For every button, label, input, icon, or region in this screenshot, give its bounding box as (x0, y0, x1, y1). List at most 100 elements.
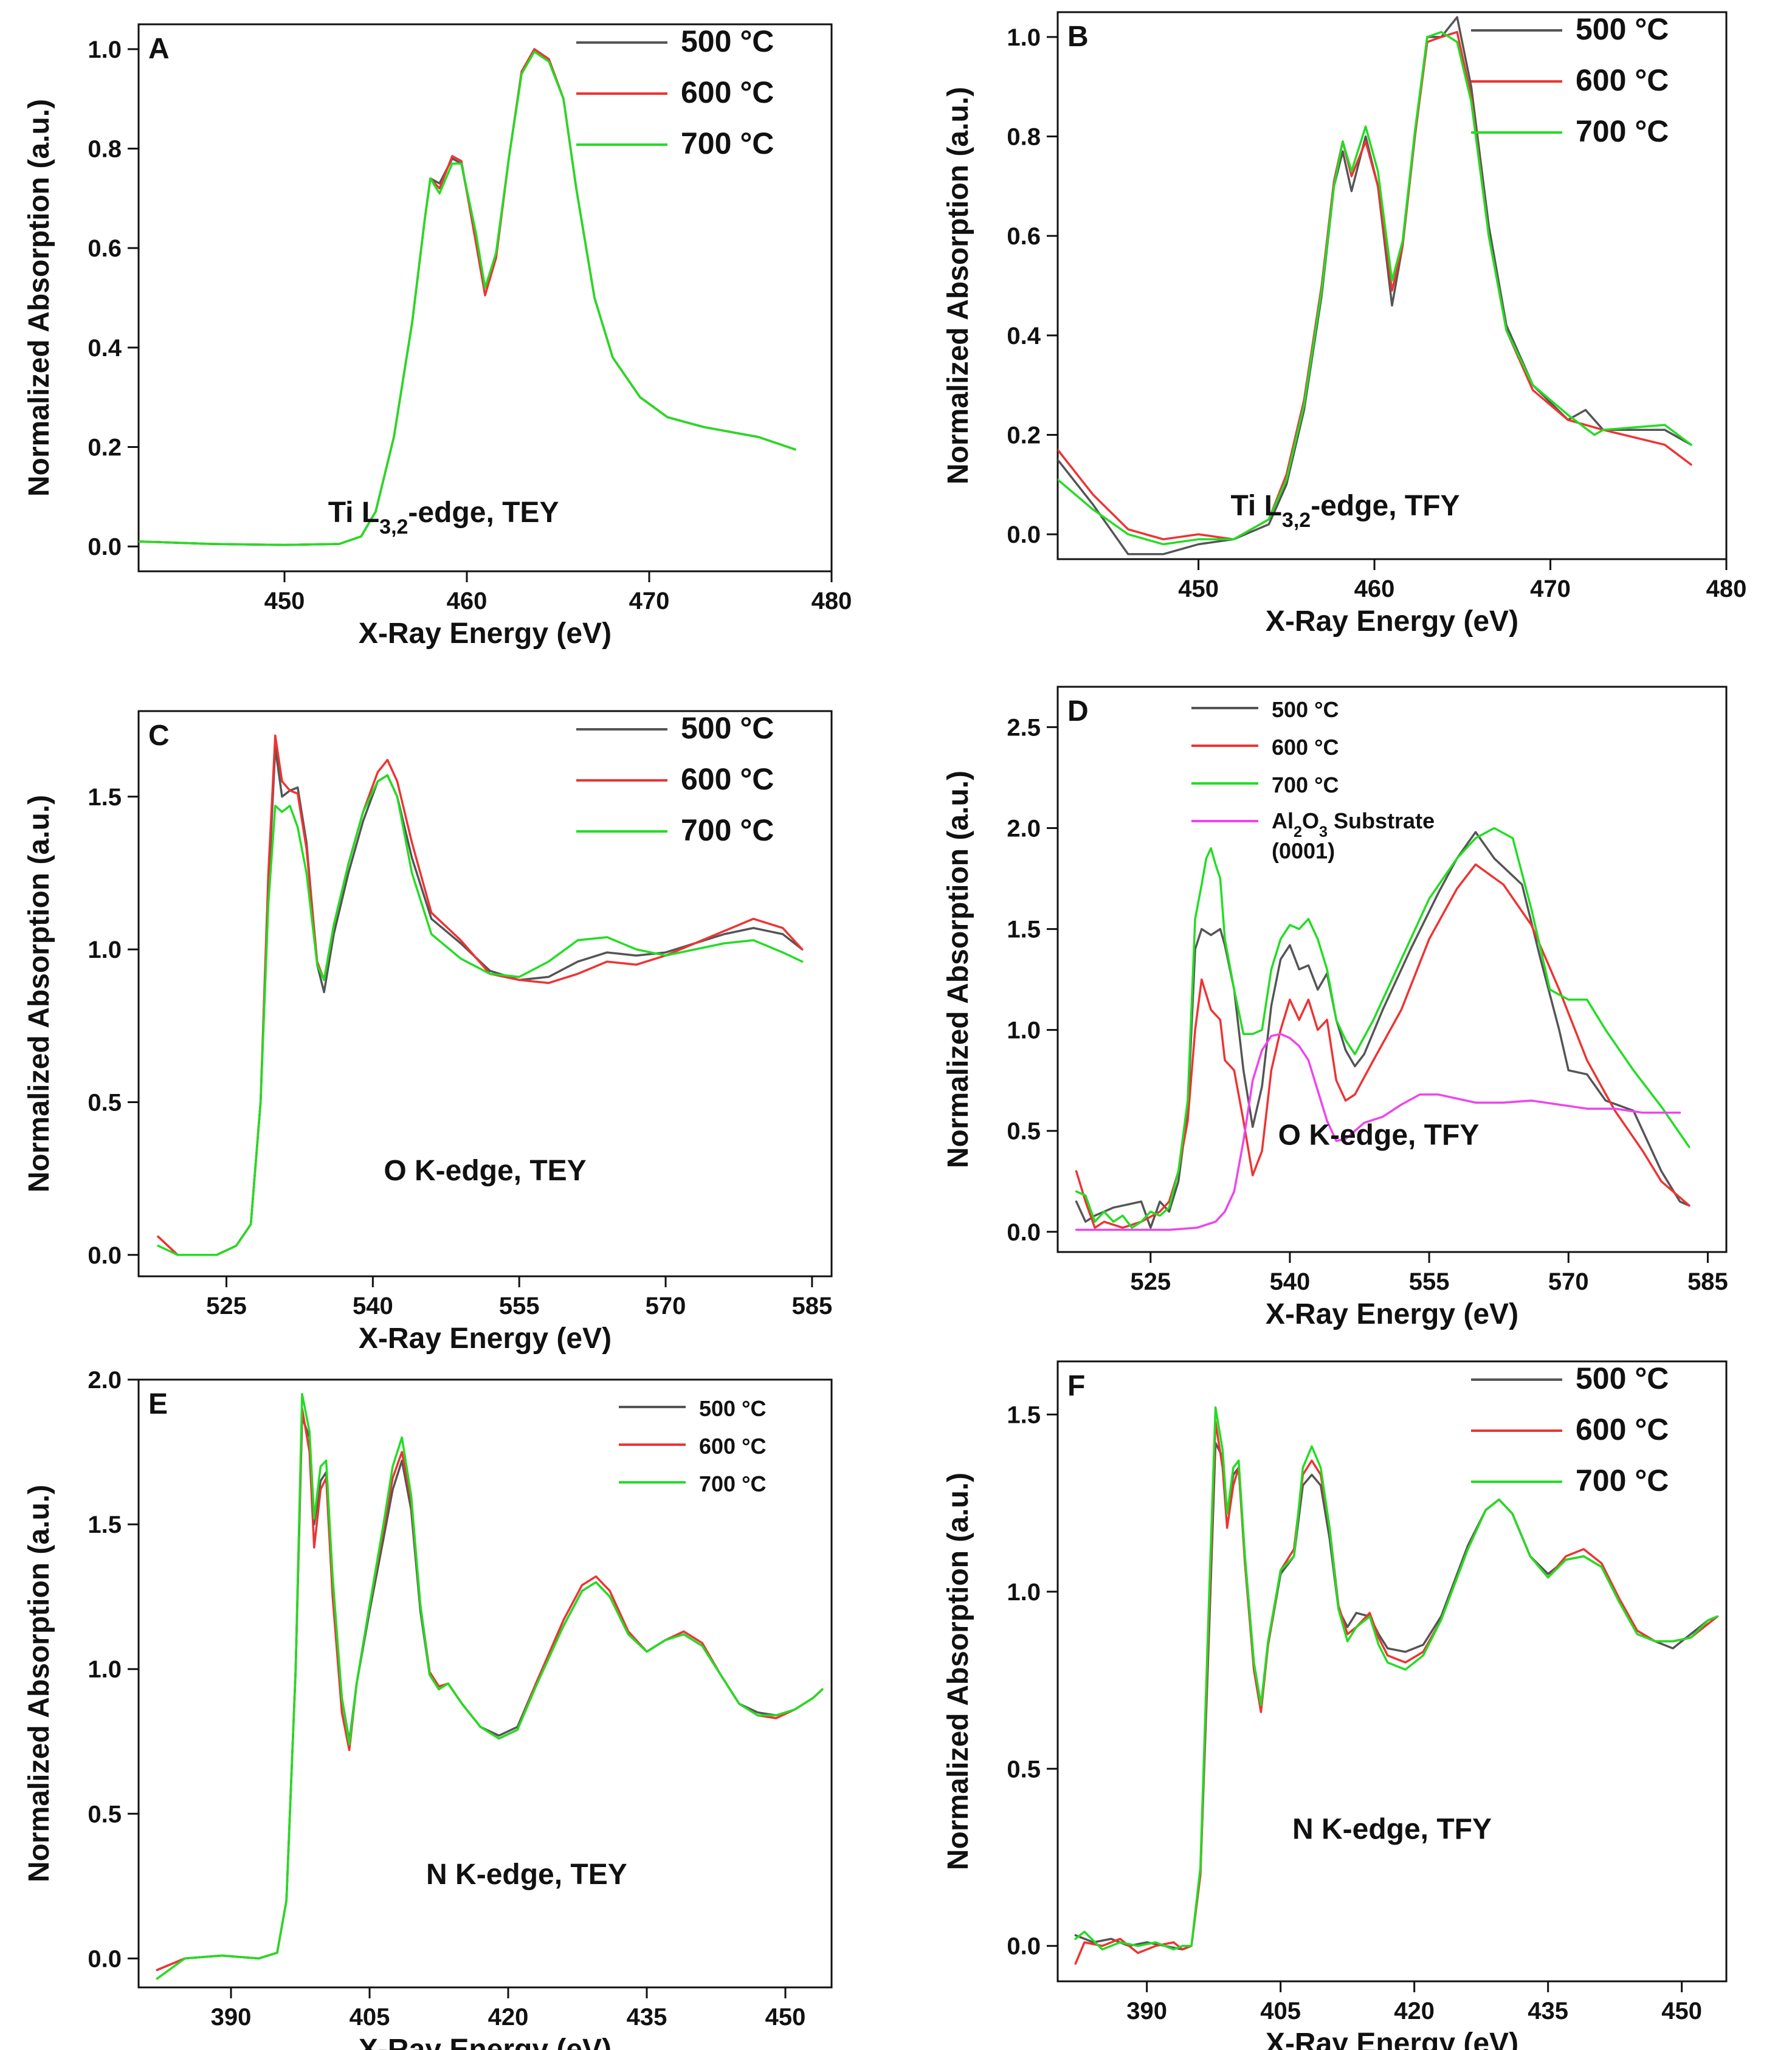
y-tick-label: 0.5 (1007, 1118, 1041, 1145)
legend-label: 700 °C (681, 126, 774, 160)
plot-frame (1056, 11, 1728, 560)
edge-annotation: Ti L3,2-edge, TEY (328, 497, 559, 538)
x-axis-title: X-Ray Energy (eV) (1266, 605, 1518, 638)
edge-annotation: O K-edge, TFY (1278, 1119, 1480, 1151)
panel-a: 450 460 470 480 0.0 0.2 0.4 0.6 0.8 1.0 X-Ray Ener… (23, 23, 852, 650)
y-tick-label: 0.5 (1007, 1756, 1041, 1783)
y-tick-label: 1.0 (88, 36, 122, 63)
x-axis-title: X-Ray Energy (eV) (359, 617, 612, 650)
series-line-700-c (157, 774, 804, 1256)
legend-label: (0001) (1272, 839, 1335, 864)
edge-annotation: N K-edge, TFY (1292, 1813, 1492, 1845)
y-tick-label: 0.0 (1007, 1933, 1041, 1960)
x-tick-label: 570 (1548, 1268, 1589, 1295)
panel-b: 450 460 470 480 0.0 0.2 0.4 0.6 0.8 1.0 X-Ray Ener… (942, 11, 1747, 638)
x-tick-label: 450 (1178, 576, 1219, 602)
x-tick-label: 480 (1706, 576, 1747, 602)
x-tick-label: 435 (1528, 1998, 1568, 2024)
series-line-700-c (1074, 1406, 1719, 1951)
series-line-600-c (139, 48, 796, 546)
y-tick-label: 0.2 (88, 434, 122, 461)
x-tick-label: 420 (488, 2004, 529, 2031)
legend-label: 600 °C (699, 1434, 766, 1459)
legend-label: 700 °C (699, 1471, 766, 1496)
y-tick-label: 0.6 (1007, 223, 1041, 250)
series-line-700-c (1058, 30, 1692, 546)
series-line-700-c (156, 1393, 824, 1980)
y-tick-label: 1.0 (1007, 1579, 1041, 1606)
x-tick-label: 585 (792, 1293, 833, 1319)
x-tick-label: 540 (353, 1293, 393, 1319)
legend-label: 600 °C (681, 75, 774, 109)
x-tick-label: 460 (1354, 576, 1395, 602)
x-tick-label: 460 (447, 588, 488, 614)
plot-frame (137, 23, 833, 573)
legend-label: 500 °C (699, 1396, 766, 1421)
y-tick-label: 0.4 (1007, 323, 1041, 349)
x-tick-label: 555 (499, 1293, 540, 1319)
legend-label: 500 °C (681, 711, 774, 745)
x-tick-label: 570 (646, 1293, 686, 1319)
y-tick-label: 0.0 (88, 1242, 122, 1269)
y-axis-title: Normalized Absorption (a.u.) (942, 1473, 974, 1870)
x-axis-title: X-Ray Energy (eV) (359, 1323, 612, 1355)
legend-label: 500 °C (1576, 1361, 1669, 1395)
legend-label: 700 °C (1576, 1464, 1669, 1498)
x-tick-label: 540 (1270, 1268, 1311, 1295)
series-line-600-c (1074, 1420, 1719, 1965)
y-axis-title: Normalized Absorption (a.u.) (942, 87, 974, 484)
x-axis-title: X-Ray Energy (eV) (1266, 1298, 1518, 1330)
y-tick-label: 1.0 (88, 937, 122, 963)
plot-frame (137, 1378, 833, 1989)
panel-f: 390 405 420 435 450 0.0 0.5 1.0 1.5 X-Ray Energy … (942, 1360, 1728, 2050)
edge-annotation: Ti L3,2-edge, TFY (1230, 490, 1459, 532)
series-line-500-c (139, 48, 796, 546)
x-tick-label: 480 (812, 588, 852, 614)
x-axis-title: X-Ray Energy (eV) (359, 2034, 612, 2050)
series-line-700-c (139, 50, 796, 546)
x-axis-title: X-Ray Energy (eV) (1266, 2028, 1518, 2050)
series-line-600-c (1075, 863, 1690, 1229)
series-line-500-c (1074, 1442, 1719, 1951)
panel-d: 525 540 555 570 585 0.0 0.5 1.0 1.5 2.0 2.5 X-Ray E… (942, 686, 1728, 1330)
legend-label: 600 °C (681, 762, 774, 796)
y-tick-label: 0.5 (88, 1089, 122, 1116)
x-tick-label: 470 (629, 588, 670, 614)
y-tick-label: 0.5 (88, 1801, 122, 1828)
y-tick-label: 1.0 (1007, 1017, 1041, 1044)
edge-annotation: N K-edge, TEY (426, 1859, 627, 1891)
series-line-500-c (1058, 16, 1692, 555)
panel-c: 525 540 555 570 585 0.0 0.5 1.0 1.5 X-Ray Energy … (23, 710, 833, 1355)
y-tick-label: 0.4 (88, 335, 122, 362)
y-axis-title: Normalized Absorption (a.u.) (23, 99, 55, 497)
y-tick-label: 0.8 (88, 136, 122, 163)
x-tick-label: 555 (1409, 1268, 1450, 1295)
y-tick-label: 2.5 (1007, 714, 1041, 741)
series-line-500-c (1075, 831, 1690, 1229)
y-tick-label: 1.5 (1007, 1402, 1041, 1428)
legend-label: 600 °C (1576, 63, 1669, 97)
legend-label: 700 °C (1576, 114, 1669, 148)
y-tick-label: 1.0 (1007, 24, 1041, 51)
x-tick-label: 450 (765, 2004, 806, 2031)
x-tick-label: 435 (627, 2004, 667, 2031)
x-tick-label: 390 (211, 2004, 252, 2031)
legend-label: 700 °C (681, 813, 774, 847)
x-tick-label: 525 (206, 1293, 247, 1319)
legend-label: Al2O3 Substrate (1272, 808, 1435, 841)
series-line-700-c (1075, 827, 1690, 1229)
y-tick-label: 1.0 (88, 1656, 122, 1683)
legend-label: 500 °C (681, 24, 774, 58)
x-tick-label: 450 (1661, 1998, 1702, 2024)
panel-e: 390 405 420 435 450 0.0 0.5 1.0 1.5 2.0 X-Ray Ener… (23, 1367, 833, 2050)
legend-label: 500 °C (1576, 12, 1669, 46)
legend-label: 500 °C (1272, 697, 1339, 722)
y-axis-title: Normalized Absorption (a.u.) (23, 795, 55, 1192)
panel-letter: F (1067, 1370, 1085, 1402)
y-tick-label: 1.5 (88, 784, 122, 811)
legend-label: 600 °C (1272, 735, 1339, 760)
x-tick-label: 585 (1687, 1268, 1728, 1295)
series-line-al-o-substrate-0001 (1075, 1033, 1681, 1231)
x-tick-label: 450 (264, 588, 305, 614)
